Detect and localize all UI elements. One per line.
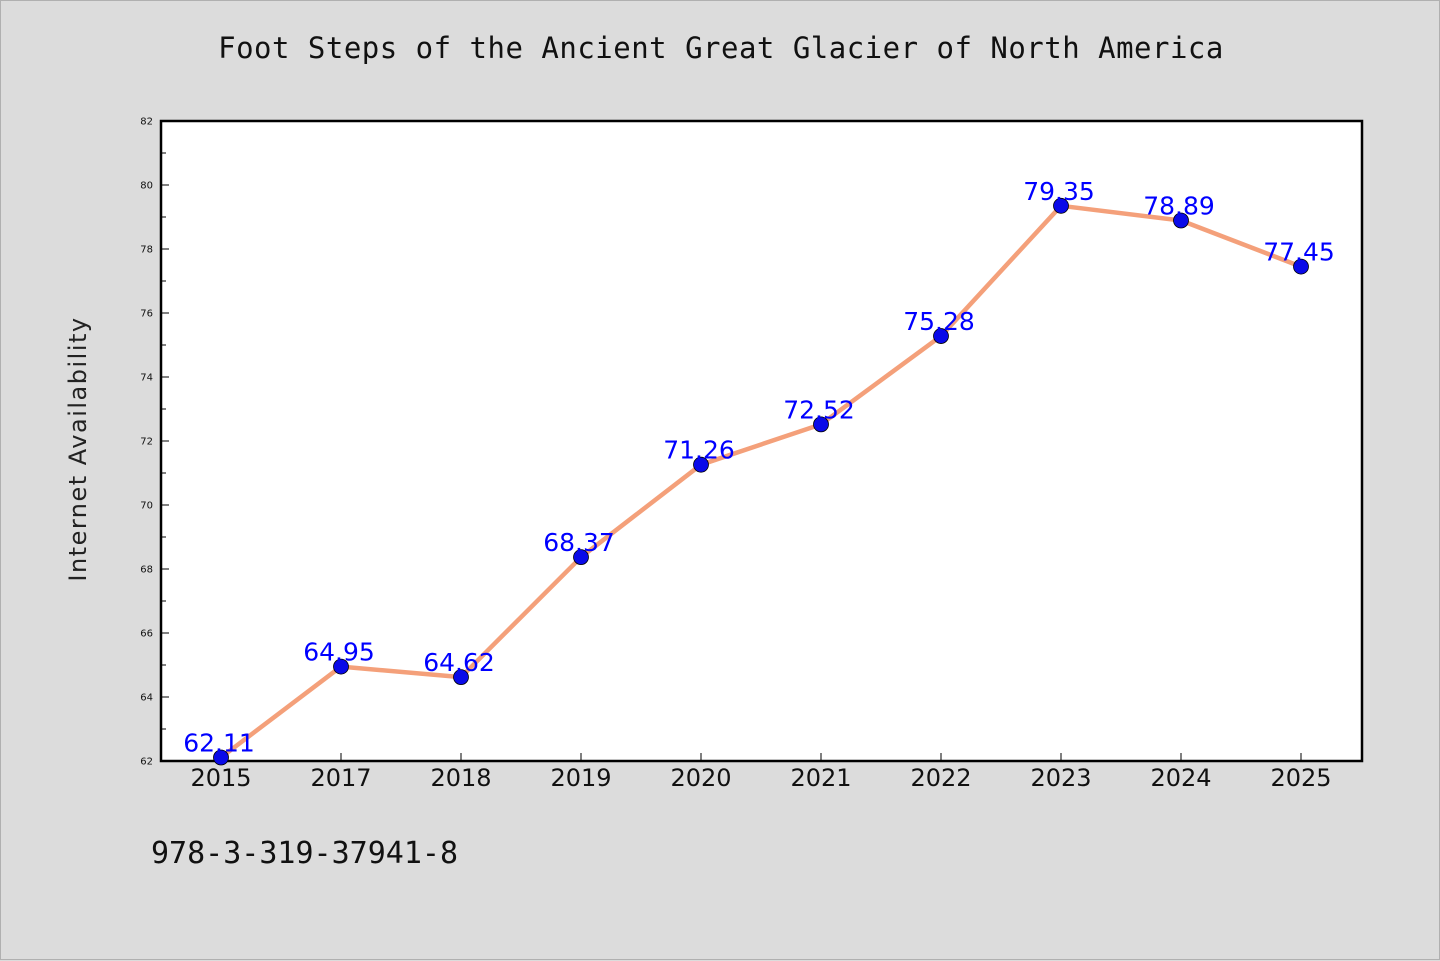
data-label: 72.52 — [783, 395, 855, 424]
isbn-text: 978-3-319-37941-8 — [151, 836, 459, 871]
data-label: 64.95 — [303, 638, 375, 667]
data-point — [1293, 258, 1309, 275]
data-point — [1173, 212, 1189, 229]
x-tick-label: 2015 — [190, 764, 251, 792]
x-tick-label: 2017 — [310, 764, 371, 792]
y-tick-label: 76 — [140, 309, 153, 320]
data-label: 77.45 — [1263, 238, 1335, 267]
x-tick-label: 2021 — [790, 764, 851, 792]
y-tick-label: 78 — [140, 245, 153, 256]
series-line — [218, 203, 1304, 760]
data-point — [453, 669, 469, 686]
y-tick-label: 66 — [140, 629, 153, 640]
chart-title: Foot Steps of the Ancient Great Glacier … — [218, 31, 1224, 65]
y-tick-label: 68 — [140, 565, 153, 576]
data-label: 75.28 — [903, 307, 975, 336]
plot-background — [161, 121, 1362, 761]
data-label: 79.35 — [1023, 177, 1095, 206]
y-tick-label: 74 — [140, 373, 153, 384]
x-tick-label: 2018 — [430, 764, 491, 792]
y-tick-label: 80 — [140, 181, 153, 192]
data-point — [213, 749, 229, 766]
data-point — [693, 456, 709, 473]
data-label: 68.37 — [543, 528, 615, 557]
y-tick-label: 70 — [140, 501, 153, 512]
y-tick-label: 64 — [140, 693, 153, 704]
x-tick-label: 2022 — [910, 764, 971, 792]
data-point — [573, 549, 589, 566]
data-point — [933, 328, 949, 344]
y-tick-label: 72 — [140, 437, 153, 448]
data-point — [813, 416, 829, 433]
x-tick-label: 2024 — [1150, 764, 1211, 792]
data-label: 64.62 — [423, 648, 495, 677]
data-point — [1053, 197, 1069, 214]
x-tick-label: 2019 — [550, 764, 611, 792]
data-label: 62.11 — [183, 728, 255, 757]
data-label: 78.89 — [1143, 192, 1215, 221]
y-tick-label: 62 — [140, 757, 153, 768]
x-tick-label: 2020 — [670, 764, 731, 792]
y-tick-label: 82 — [140, 117, 153, 128]
x-tick-label: 2023 — [1030, 764, 1091, 792]
data-point — [333, 658, 349, 675]
data-label: 71.26 — [663, 436, 735, 465]
x-tick-label: 2025 — [1270, 764, 1331, 792]
